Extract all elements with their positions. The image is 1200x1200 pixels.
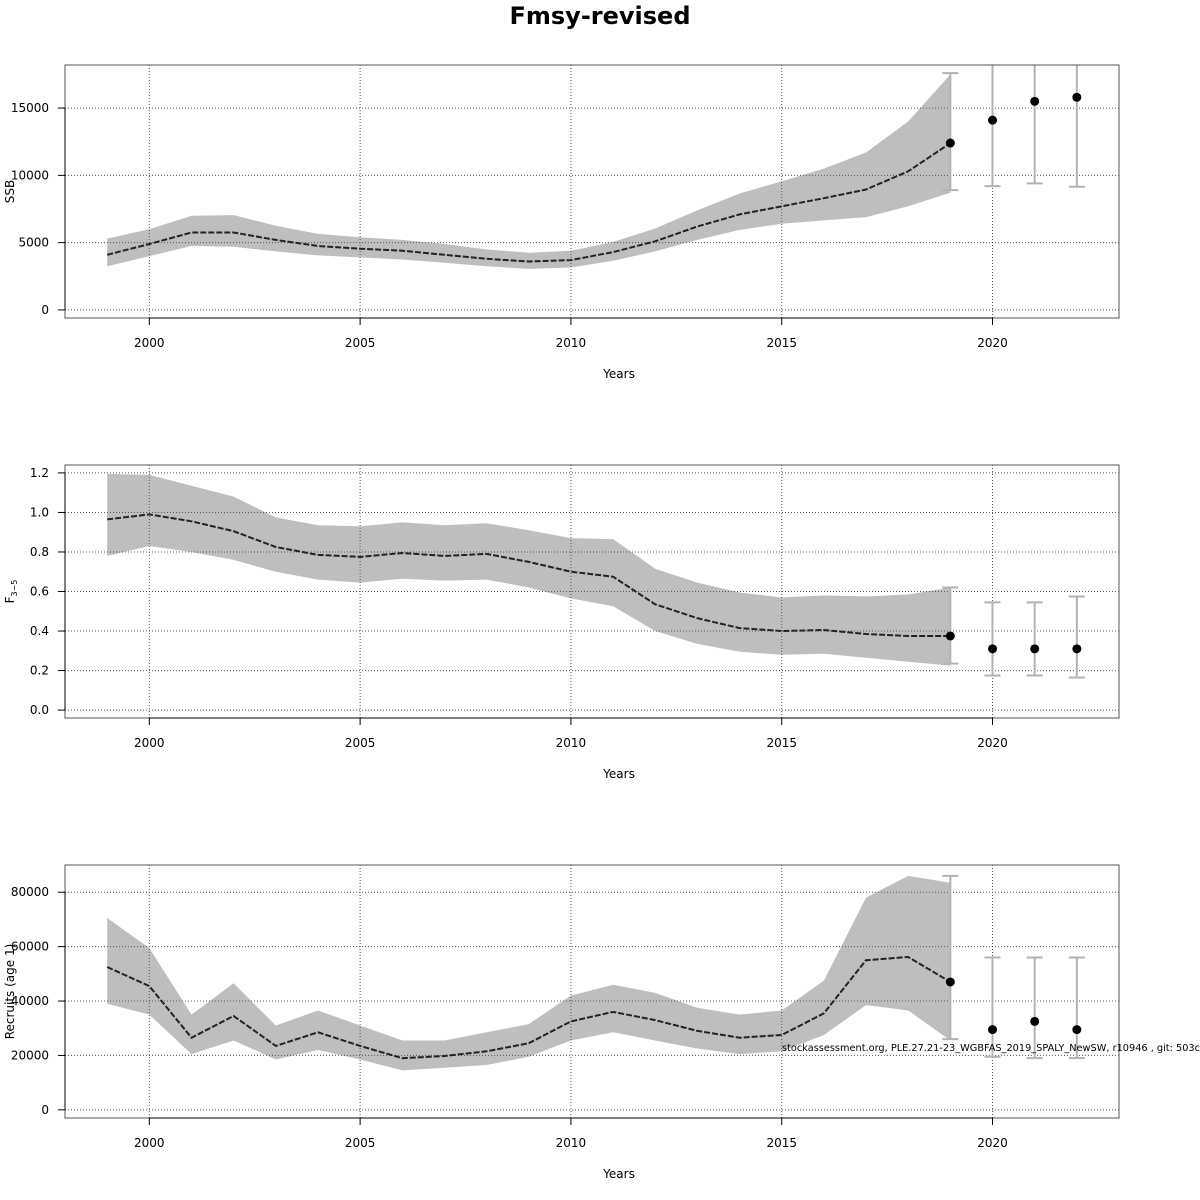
x-tick-label: 2020 bbox=[977, 1136, 1008, 1150]
y-tick-label: 0.4 bbox=[30, 624, 49, 638]
y-tick-label: 10000 bbox=[11, 168, 49, 182]
y-tick-label: 0 bbox=[41, 1103, 49, 1117]
y-axis-label: F3−5 bbox=[3, 580, 19, 604]
y-tick-label: 0.8 bbox=[30, 545, 49, 559]
y-axis-label-subscript: 3−5 bbox=[10, 580, 19, 597]
forecast-point bbox=[1072, 1025, 1082, 1035]
y-axis-label-main: F bbox=[3, 596, 17, 603]
forecast-errorbar bbox=[1068, 595, 1085, 679]
forecast-errorbar bbox=[942, 72, 959, 192]
chart-title: Fmsy-revised bbox=[509, 2, 691, 30]
x-tick-label: 2015 bbox=[766, 336, 797, 350]
forecast-point bbox=[945, 138, 955, 148]
x-axis-label: Years bbox=[602, 367, 635, 381]
y-tick-label: 5000 bbox=[18, 236, 49, 250]
y-tick-label: 80000 bbox=[11, 885, 49, 899]
panel-1: 2000 2005 2010 2015 2020 0 5000 10000 15000 Years… bbox=[3, 64, 1120, 381]
confidence-band bbox=[107, 473, 951, 666]
forecast-errorbar bbox=[942, 874, 959, 1041]
x-tick-label: 2000 bbox=[134, 736, 165, 750]
x-tick-label: 2010 bbox=[556, 736, 587, 750]
y-tick-label: 0.0 bbox=[30, 703, 49, 717]
x-axis-label: Years bbox=[602, 1167, 635, 1181]
estimate-line bbox=[107, 513, 951, 637]
y-tick-label: 0.6 bbox=[30, 585, 49, 599]
forecast-point bbox=[945, 631, 955, 641]
panel-2: 2000 2005 2010 2015 2020 0.0 0.2 0.4 0.6 0.8 1.0 1.… bbox=[3, 464, 1120, 781]
forecast-point bbox=[988, 115, 998, 125]
y-tick-label: 20000 bbox=[11, 1048, 49, 1062]
y-tick-label: 15000 bbox=[11, 101, 49, 115]
forecast-errorbar bbox=[1026, 601, 1043, 677]
confidence-band bbox=[107, 74, 951, 269]
forecast-point bbox=[1072, 644, 1082, 654]
x-tick-label: 2015 bbox=[766, 1136, 797, 1150]
y-tick-label: 1.2 bbox=[30, 466, 49, 480]
y-tick-label: 60000 bbox=[11, 940, 49, 954]
x-tick-label: 2010 bbox=[556, 1136, 587, 1150]
forecast-point bbox=[945, 977, 955, 987]
y-tick-label: 1.0 bbox=[30, 505, 49, 519]
forecast-point bbox=[1030, 644, 1040, 654]
panel-3: 2000 2005 2010 2015 2020 0 20000 40000 60000 8000… bbox=[3, 864, 1120, 1181]
x-tick-label: 2015 bbox=[766, 736, 797, 750]
gridlines bbox=[65, 65, 1119, 318]
x-tick-label: 2005 bbox=[345, 736, 376, 750]
y-axis-label: Recruits (age 1) bbox=[3, 944, 17, 1040]
estimate-line bbox=[106, 142, 951, 263]
watermark-text: stockassessment.org, PLE.27.21-23_WGBFAS… bbox=[782, 1043, 1200, 1054]
x-tick-label: 2000 bbox=[134, 1136, 165, 1150]
forecast-errorbar bbox=[984, 601, 1001, 677]
x-tick-label: 2000 bbox=[134, 336, 165, 350]
y-tick-label: 40000 bbox=[11, 994, 49, 1008]
forecast-errorbar bbox=[984, 956, 1001, 1058]
forecast-point bbox=[1030, 96, 1040, 106]
confidence-band bbox=[107, 875, 951, 1071]
forecast-errorbar bbox=[1026, 956, 1043, 1060]
x-tick-label: 2010 bbox=[556, 336, 587, 350]
forecast-errorbar bbox=[942, 586, 959, 665]
x-tick-label: 2005 bbox=[345, 1136, 376, 1150]
x-axis-label: Years bbox=[602, 767, 635, 781]
forecast-point bbox=[988, 1025, 998, 1035]
x-tick-label: 2005 bbox=[345, 336, 376, 350]
forecast-point bbox=[988, 644, 998, 654]
forecast-errorbar bbox=[984, 64, 1001, 188]
forecast-errorbar bbox=[1068, 64, 1085, 188]
forecast-errorbar bbox=[1068, 956, 1085, 1060]
forecast-point bbox=[1072, 92, 1082, 102]
y-tick-label: 0.2 bbox=[30, 664, 49, 678]
x-tick-label: 2020 bbox=[977, 336, 1008, 350]
forecast-point bbox=[1030, 1016, 1040, 1026]
x-tick-label: 2020 bbox=[977, 736, 1008, 750]
plot-frame bbox=[64, 64, 1120, 319]
forecast-errorbar bbox=[1026, 64, 1043, 185]
y-axis-label: SSB bbox=[3, 180, 17, 203]
estimate-line bbox=[106, 955, 951, 1060]
gridlines bbox=[65, 465, 1119, 718]
y-tick-label: 0 bbox=[41, 303, 49, 317]
